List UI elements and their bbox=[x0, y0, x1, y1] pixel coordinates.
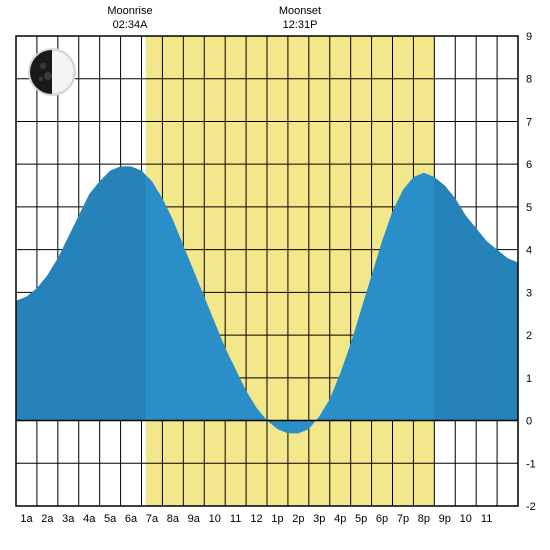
x-tick-label: 10 bbox=[460, 513, 472, 525]
x-tick-label: 12 bbox=[250, 513, 262, 525]
y-tick-label: -1 bbox=[526, 458, 536, 470]
x-tick-label: 3p bbox=[313, 513, 325, 525]
x-tick-label: 1a bbox=[20, 513, 33, 525]
x-tick-label: 1p bbox=[271, 513, 283, 525]
x-tick-label: 5a bbox=[104, 513, 117, 525]
x-tick-label: 4p bbox=[334, 513, 346, 525]
x-tick-label: 11 bbox=[481, 513, 492, 525]
x-tick-label: 8p bbox=[418, 513, 430, 525]
x-tick-label: 9p bbox=[439, 513, 451, 525]
y-tick-label: 9 bbox=[526, 31, 532, 43]
x-tick-label: 7a bbox=[146, 513, 159, 525]
y-tick-label: 8 bbox=[526, 74, 532, 86]
chart-svg: -2-101234567891a2a3a4a5a6a7a8a9a1011121p… bbox=[0, 0, 550, 550]
y-tick-label: 4 bbox=[526, 245, 532, 257]
y-tick-label: 6 bbox=[526, 159, 532, 171]
moonrise-time: 02:34A bbox=[113, 19, 149, 31]
x-tick-label: 9a bbox=[188, 513, 201, 525]
x-tick-label: 6p bbox=[376, 513, 388, 525]
y-tick-label: 2 bbox=[526, 330, 532, 342]
x-tick-label: 3a bbox=[62, 513, 75, 525]
x-tick-label: 11 bbox=[230, 513, 241, 525]
x-tick-label: 8a bbox=[167, 513, 180, 525]
moonrise-label: Moonrise bbox=[107, 5, 152, 17]
night-tint bbox=[16, 36, 146, 506]
x-tick-label: 2a bbox=[41, 513, 54, 525]
x-tick-label: 2p bbox=[292, 513, 304, 525]
y-tick-label: 0 bbox=[526, 416, 532, 428]
moonset-label: Moonset bbox=[279, 5, 321, 17]
y-tick-label: 3 bbox=[526, 287, 532, 299]
y-tick-label: 7 bbox=[526, 116, 532, 128]
moonset-time: 12:31P bbox=[283, 19, 318, 31]
y-tick-label: -2 bbox=[526, 501, 536, 513]
tide-moon-chart: { "layout": { "width": 550, "height": 55… bbox=[0, 0, 550, 550]
y-tick-label: 1 bbox=[526, 373, 532, 385]
x-tick-label: 6a bbox=[125, 513, 138, 525]
y-tick-label: 5 bbox=[526, 202, 532, 214]
x-tick-label: 10 bbox=[209, 513, 221, 525]
x-tick-label: 5p bbox=[355, 513, 367, 525]
moon-icon-lit bbox=[52, 50, 74, 94]
x-tick-label: 4a bbox=[83, 513, 96, 525]
x-tick-label: 7p bbox=[397, 513, 409, 525]
